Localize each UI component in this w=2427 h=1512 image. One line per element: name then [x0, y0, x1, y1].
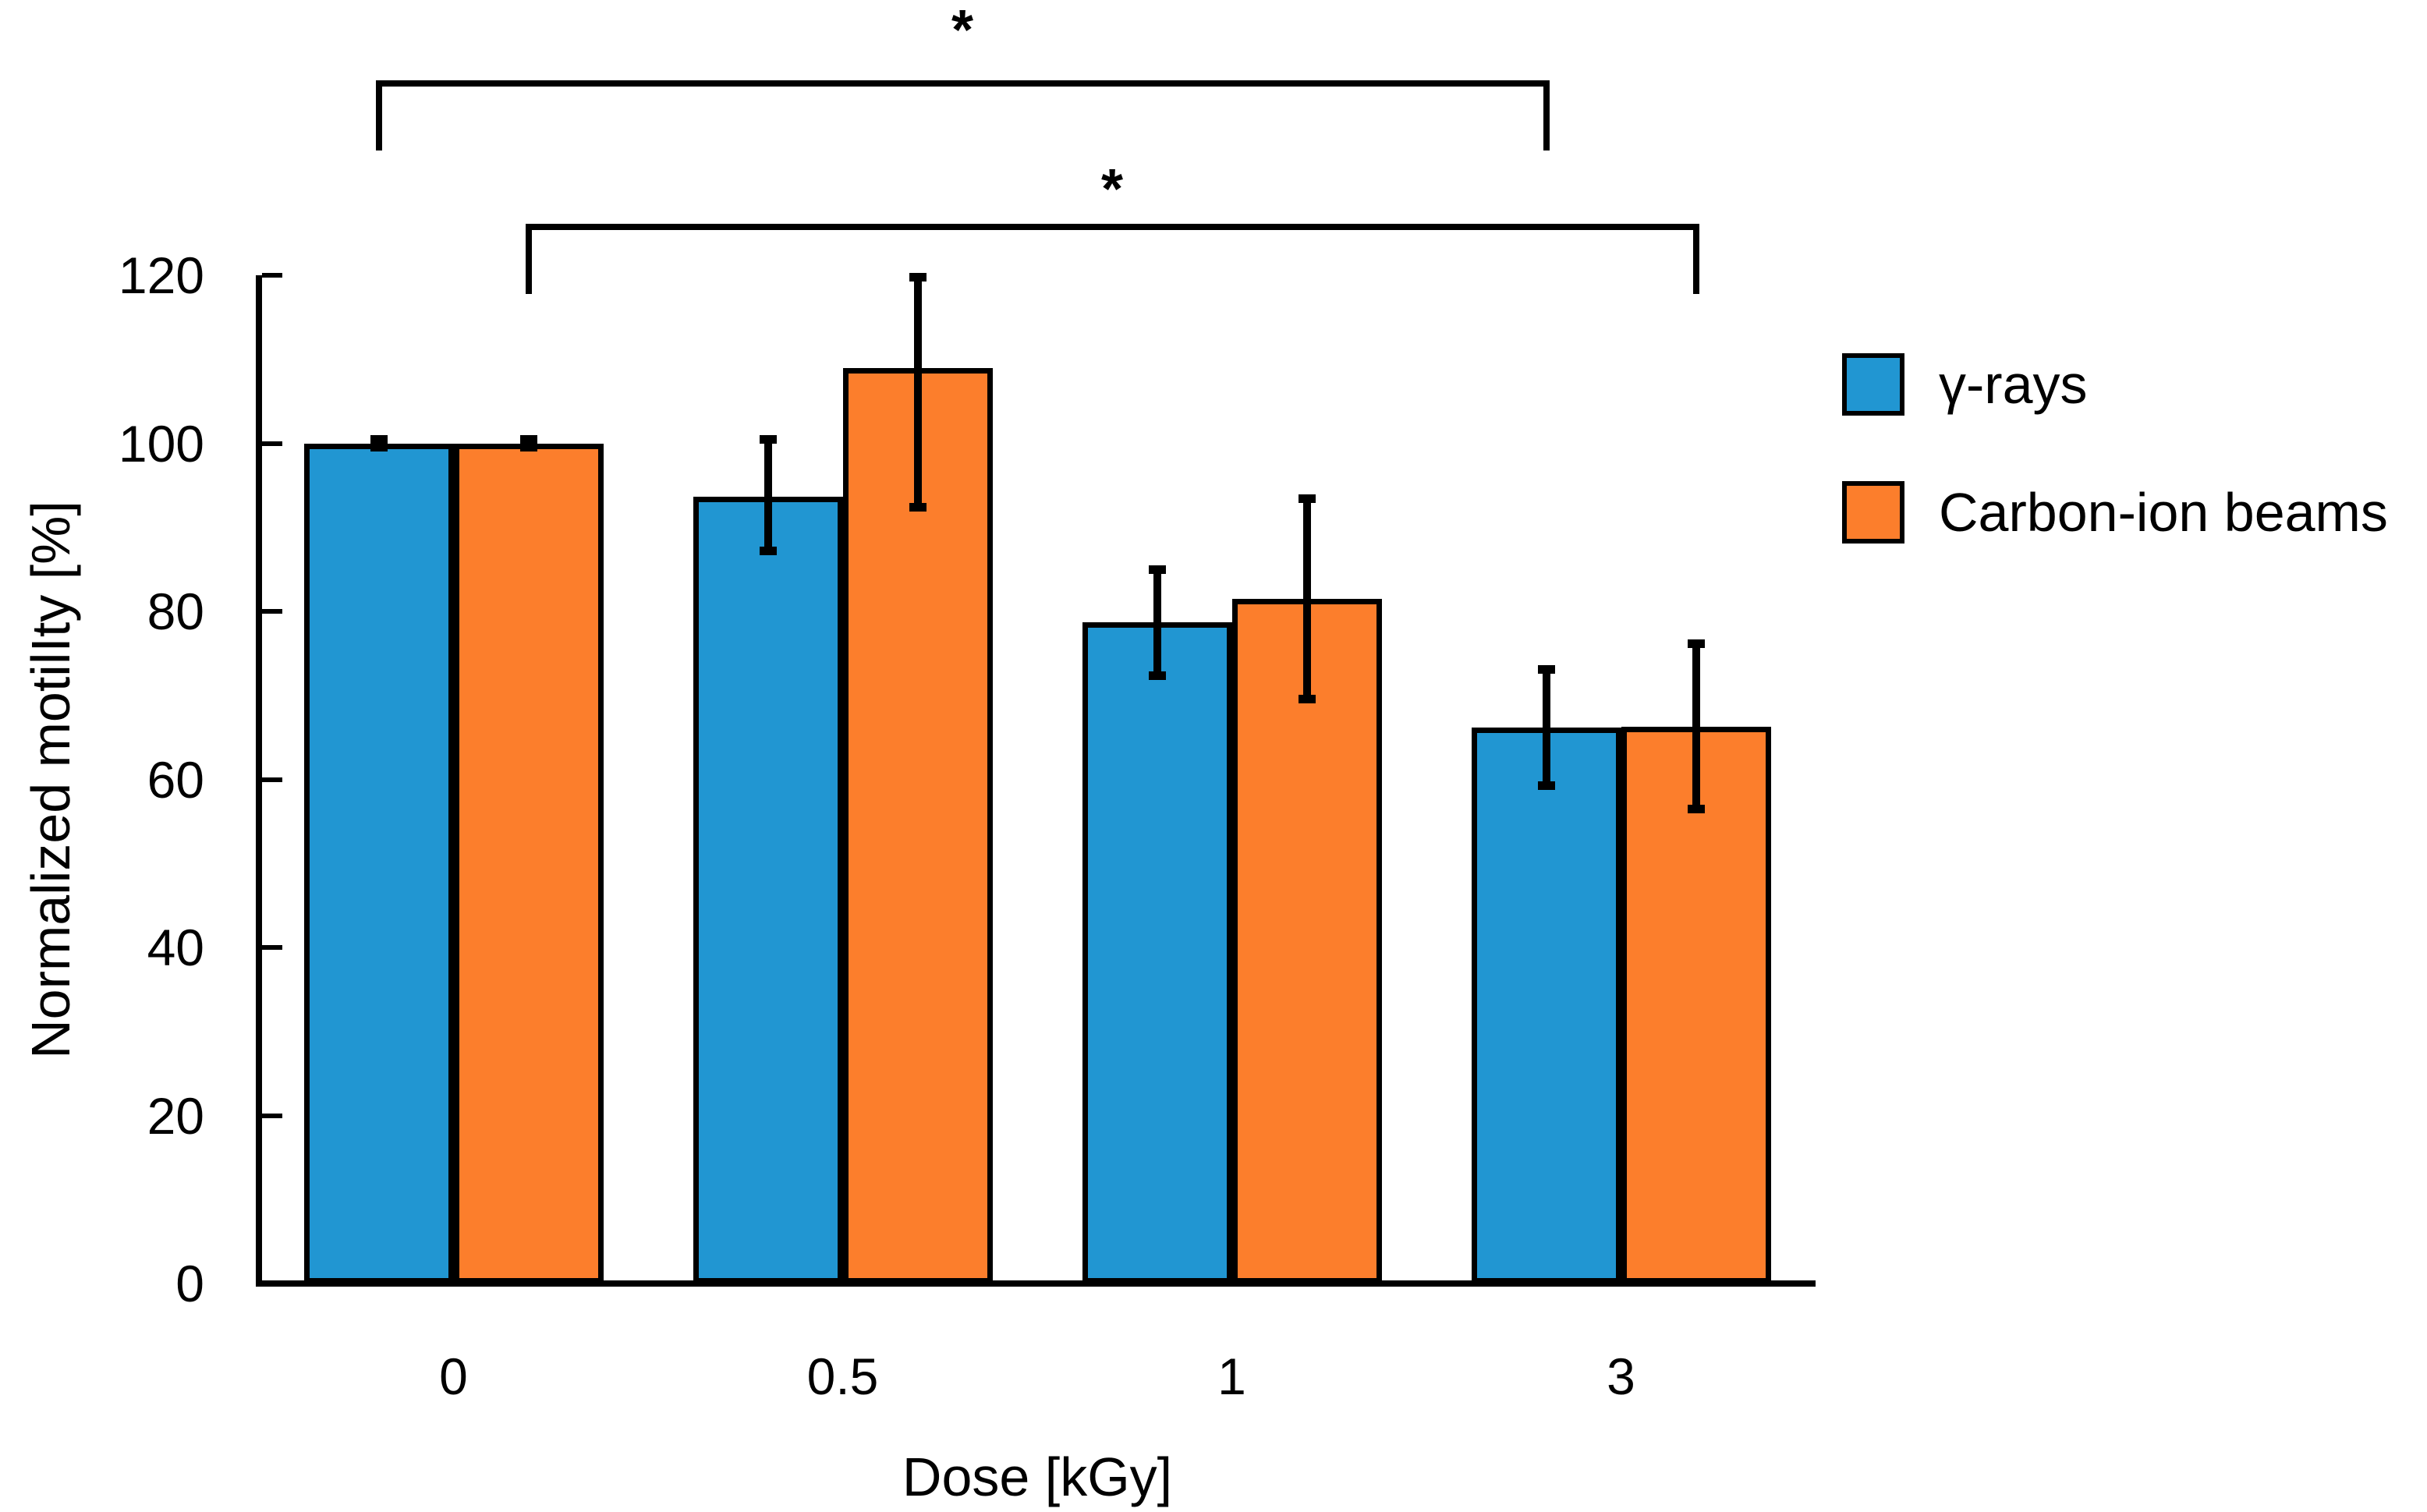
significance-bracket-right-leg — [1692, 224, 1699, 294]
x-axis — [256, 1280, 1816, 1287]
significance-asterisk: * — [1100, 158, 1124, 221]
error-bar-cap-bottom — [1298, 695, 1316, 704]
error-bar — [1692, 643, 1700, 810]
x-tick-label: 1 — [1217, 1347, 1246, 1405]
y-tick-label: 120 — [118, 246, 204, 304]
y-tick — [262, 609, 282, 614]
bar-γ-rays-dose-0.5 — [693, 497, 843, 1284]
y-tick-label: 40 — [147, 919, 204, 976]
error-bar — [1302, 498, 1311, 700]
legend-item-carbon-ion-beams: Carbon-ion beams — [1842, 479, 2388, 546]
error-bar — [1153, 569, 1161, 676]
error-bar-cap-bottom — [1687, 805, 1705, 814]
x-axis-title: Dose [kGy] — [902, 1446, 1173, 1507]
y-tick — [262, 1113, 282, 1118]
significance-bracket-left-leg — [525, 224, 532, 294]
legend-label-gamma-rays: γ-rays — [1939, 354, 2088, 415]
x-tick-label: 0.5 — [806, 1347, 879, 1405]
significance-asterisk: * — [951, 0, 974, 62]
error-bar — [913, 277, 922, 508]
gamma-rays-swatch-icon — [1842, 353, 1904, 416]
y-tick — [262, 273, 282, 278]
error-bar-cap-bottom — [1148, 671, 1166, 680]
y-tick — [262, 777, 282, 782]
error-bar-cap-top — [519, 435, 537, 444]
bar-γ-rays-dose-1 — [1082, 622, 1232, 1284]
error-bar — [764, 439, 772, 552]
significance-bracket-left-leg — [375, 80, 382, 150]
error-bar-cap-bottom — [909, 503, 927, 512]
error-bar — [1542, 669, 1550, 787]
error-bar-cap-bottom — [1537, 781, 1555, 791]
y-tick — [262, 441, 282, 446]
error-bar-cap-top — [1148, 565, 1166, 575]
bar-Carbon-ion beams-dose-1 — [1231, 598, 1382, 1284]
significance-bracket-right-leg — [1543, 80, 1550, 150]
y-tick-label: 80 — [147, 582, 204, 640]
bar-γ-rays-dose-0 — [303, 443, 454, 1284]
y-tick — [262, 945, 282, 950]
error-bar-cap-top — [1687, 639, 1705, 648]
error-bar-cap-top — [1298, 494, 1316, 503]
legend: γ-rays Carbon-ion beams — [1842, 351, 2388, 607]
error-bar-cap-bottom — [370, 442, 388, 451]
bar-γ-rays-dose-3 — [1471, 727, 1621, 1284]
error-bar-cap-top — [909, 273, 927, 282]
error-bar-cap-bottom — [519, 442, 537, 451]
y-axis — [256, 275, 262, 1287]
bar-Carbon-ion beams-dose-0 — [453, 443, 604, 1284]
legend-label-carbon-ion-beams: Carbon-ion beams — [1939, 482, 2388, 543]
error-bar-cap-top — [370, 435, 388, 444]
legend-item-gamma-rays: γ-rays — [1842, 351, 2388, 418]
x-tick-label: 3 — [1607, 1347, 1635, 1405]
y-tick-label: 20 — [147, 1086, 204, 1145]
y-tick-label: 60 — [147, 750, 204, 809]
x-tick-label: 0 — [439, 1347, 468, 1405]
y-tick-label: 0 — [175, 1255, 204, 1312]
error-bar-cap-top — [1537, 665, 1555, 675]
significance-bracket-bar — [525, 224, 1699, 230]
carbon-ion-beams-swatch-icon — [1842, 481, 1904, 544]
error-bar-cap-top — [759, 435, 777, 444]
y-tick-label: 100 — [118, 414, 204, 473]
bar-Carbon-ion beams-dose-0.5 — [842, 367, 993, 1284]
significance-bracket-bar — [375, 80, 1550, 87]
error-bar-cap-bottom — [759, 547, 777, 556]
